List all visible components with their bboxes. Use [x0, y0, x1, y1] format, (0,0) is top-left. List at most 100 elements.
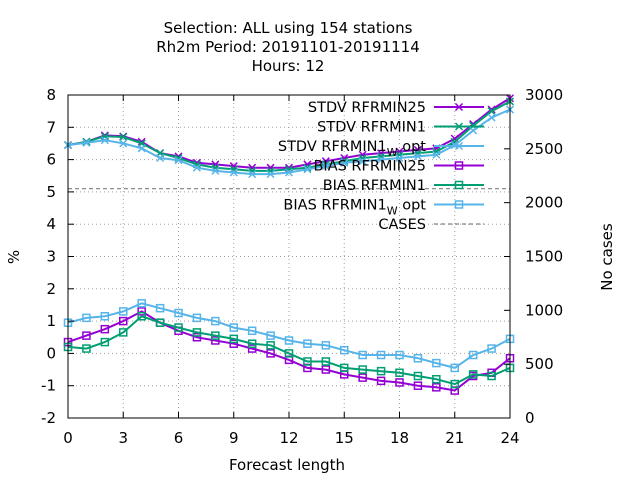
series-line: [67, 315, 511, 386]
marker-stroke: [469, 126, 478, 135]
data-point-square-marker: [247, 344, 257, 353]
legend-entry: STDV RFRMIN1W opt: [278, 139, 484, 159]
data-point-square-marker: [119, 307, 128, 316]
data-point-x-marker: [229, 168, 238, 177]
marker-stroke: [487, 113, 496, 122]
data-point-x-marker: [432, 150, 441, 159]
data-point-square-marker: [432, 374, 441, 384]
marker-stroke: [450, 134, 459, 143]
data-point-square-marker: [395, 350, 404, 360]
data-point-x-marker: [156, 153, 165, 163]
y-tick-label: 6: [46, 151, 56, 169]
legend-entry: STDV RFRMIN1: [317, 120, 484, 136]
legend-label-subscript: W: [387, 205, 398, 218]
legend-entry: STDV RFRMIN25: [308, 100, 484, 116]
data-point-x-marker: [454, 122, 464, 131]
data-point-square-marker: [468, 350, 478, 360]
data-point-square-marker: [247, 326, 257, 336]
legend-label: BIAS RFRMIN1: [323, 178, 426, 194]
x-tick-label: 24: [500, 429, 519, 447]
data-point-x-marker: [100, 136, 109, 145]
legend-label: STDV RFRMIN1W opt: [278, 139, 426, 159]
data-point-square-marker: [468, 370, 478, 379]
data-point-square-marker: [376, 376, 386, 386]
data-point-square-marker: [137, 307, 146, 316]
y-tick-label: 3: [46, 248, 56, 266]
y-tick-label: 5: [46, 183, 56, 201]
data-point-square-marker: [229, 339, 238, 348]
data-point-square-marker: [321, 357, 331, 366]
series-line: [67, 97, 511, 169]
data-point-square-marker: [376, 350, 386, 360]
y2-tick-label: 500: [525, 355, 554, 373]
legend-label-text: BIAS RFRMIN1: [323, 178, 426, 194]
y-tick-label: 1: [46, 312, 56, 330]
data-point-square-marker: [284, 349, 294, 358]
data-point-square-marker: [266, 331, 275, 340]
data-point-square-marker: [413, 371, 423, 381]
data-point-square-marker: [454, 161, 464, 170]
data-point-square-marker: [174, 308, 183, 318]
x-tick-label: 15: [335, 429, 354, 447]
data-point-square-marker: [229, 334, 238, 344]
chart-title-line-2: Rh2m Period: 20191101-20191114: [156, 38, 420, 56]
y2-tick-label: 1500: [525, 248, 563, 266]
legend-label-text: STDV RFRMIN1: [278, 139, 387, 155]
data-point-x-marker: [469, 126, 478, 135]
legend-label-text: STDV RFRMIN25: [308, 100, 426, 116]
series-line: [67, 302, 511, 369]
marker-stroke: [377, 149, 386, 158]
data-point-x-marker: [395, 153, 404, 163]
data-point-square-marker: [303, 357, 312, 366]
marker-stroke: [358, 157, 367, 166]
data-point-square-marker: [211, 336, 220, 345]
marker-stroke: [377, 155, 386, 164]
data-point-square-marker: [174, 323, 183, 332]
data-point-x-marker: [137, 144, 146, 153]
marker-stroke: [358, 153, 367, 163]
marker-stroke: [174, 156, 183, 165]
series-3: [63, 307, 515, 395]
data-point-x-marker: [487, 107, 496, 116]
y2-tick-label: 1000: [525, 301, 563, 319]
data-point-square-marker: [454, 200, 464, 209]
data-point-x-marker: [192, 163, 201, 172]
data-point-square-marker: [192, 333, 202, 342]
y2-tick-label: 0: [525, 409, 535, 427]
y-tick-label: 2: [46, 280, 56, 298]
data-point-x-marker: [266, 170, 275, 179]
data-point-x-marker: [82, 138, 91, 147]
data-point-square-marker: [284, 336, 294, 345]
legend-label: BIAS RFRMIN25: [313, 159, 426, 175]
plot-series: [63, 94, 515, 395]
legend-label: STDV RFRMIN1: [317, 120, 426, 136]
x-tick-label: 18: [390, 429, 409, 447]
marker-stroke: [454, 141, 464, 151]
legend-entry: BIAS RFRMIN25: [313, 159, 484, 175]
data-point-square-marker: [432, 358, 441, 368]
legend-entry: BIAS RFRMIN1: [323, 178, 484, 194]
data-point-square-marker: [82, 331, 91, 340]
data-point-square-marker: [358, 350, 367, 360]
y-tick-label: 0: [46, 344, 56, 362]
data-point-x-marker: [211, 166, 220, 175]
data-point-square-marker: [450, 379, 459, 389]
marker-stroke: [156, 153, 165, 163]
marker-stroke: [358, 150, 367, 159]
legend-label-text: BIAS RFRMIN1: [283, 198, 386, 214]
legend-label-text: STDV RFRMIN1: [317, 120, 426, 136]
series-2: [63, 105, 515, 179]
marker-stroke: [395, 150, 404, 159]
x-tick-label: 3: [118, 429, 128, 447]
data-point-square-marker: [376, 366, 386, 376]
data-point-square-marker: [321, 365, 331, 374]
data-point-square-marker: [340, 363, 349, 373]
data-point-x-marker: [174, 156, 183, 165]
series-1: [63, 97, 515, 175]
data-point-square-marker: [450, 363, 459, 373]
marker-stroke: [100, 136, 109, 145]
marker-stroke: [119, 139, 128, 148]
y-tick-label: -1: [41, 377, 56, 395]
marker-stroke: [137, 137, 146, 146]
